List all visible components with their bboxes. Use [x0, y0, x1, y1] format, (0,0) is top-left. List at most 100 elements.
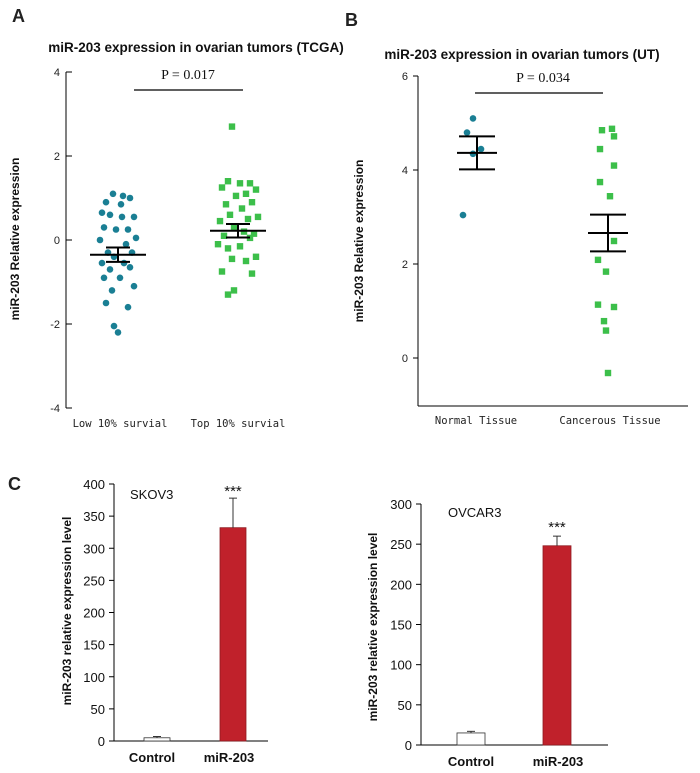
- ytick-label: 100: [390, 658, 412, 673]
- chart-a-ytick-label: 2: [54, 151, 60, 163]
- data-point: [610, 162, 618, 169]
- chart-c1-y-ticks: 0 50 100 150 200 250 300 350 400: [83, 477, 114, 749]
- panel-label-a: A: [12, 6, 25, 26]
- data-point: [602, 268, 610, 275]
- data-point: [610, 133, 618, 140]
- ytick-label: 200: [390, 577, 412, 592]
- data-point: [224, 178, 232, 185]
- data-point: [232, 192, 240, 200]
- panel-c-left: miR-203 relative expression level SKOV3 …: [60, 477, 268, 765]
- panel-c-right: miR-203 relative expression level OVCAR3…: [366, 497, 608, 769]
- data-point: [252, 186, 260, 193]
- data-point: [124, 226, 132, 233]
- data-point: [228, 123, 236, 130]
- bar: [542, 545, 572, 746]
- chart-b-ytick-label: 4: [402, 165, 408, 177]
- data-point: [100, 224, 108, 231]
- data-point: [594, 301, 602, 308]
- data-point: [600, 317, 608, 325]
- data-point: [244, 215, 252, 223]
- data-point: [120, 259, 128, 267]
- chart-c2-bars: ***: [456, 519, 572, 746]
- data-point: [469, 115, 477, 122]
- data-point: [238, 205, 246, 212]
- chart-b-ytick-label: 2: [402, 259, 408, 271]
- data-point: [228, 255, 236, 263]
- chart-b-ytick-label: 6: [402, 71, 408, 83]
- chart-a-ytick-label: -2: [50, 319, 60, 331]
- data-point: [112, 226, 120, 233]
- chart-a-xtick-label: Top 10% survial: [191, 418, 286, 430]
- chart-b-xtick-label: Cancerous Tissue: [559, 415, 660, 427]
- data-point: [459, 211, 467, 219]
- chart-b-points: [457, 115, 628, 377]
- data-point: [230, 224, 238, 231]
- ytick-label: 300: [390, 497, 412, 512]
- data-point: [252, 253, 260, 260]
- data-point: [109, 190, 117, 198]
- data-point: [106, 211, 114, 219]
- data-point: [236, 243, 244, 250]
- data-point: [102, 198, 110, 206]
- panel-label-c: C: [8, 474, 21, 494]
- chart-a-xtick-label: Low 10% survial: [73, 418, 168, 430]
- chart-a-points: [90, 123, 266, 336]
- data-point: [610, 303, 618, 311]
- chart-b-ylabel: miR-203 Relative expression: [352, 160, 366, 323]
- data-point: [242, 257, 250, 265]
- ytick-label: 350: [83, 509, 105, 524]
- data-point: [594, 256, 602, 264]
- ytick-label: 250: [83, 573, 105, 588]
- ytick-label: 400: [83, 477, 105, 492]
- data-point: [236, 180, 244, 187]
- data-point: [132, 234, 140, 242]
- chart-b-xtick-label: Normal Tissue: [435, 415, 517, 427]
- data-point: [114, 329, 122, 336]
- data-point: [598, 127, 606, 134]
- data-point: [116, 274, 124, 282]
- data-point: [130, 213, 138, 221]
- chart-b-pvalue: P = 0.034: [516, 71, 570, 86]
- bar: [143, 737, 171, 742]
- chart-c2-xtick-label: Control: [448, 754, 494, 769]
- data-point: [117, 201, 125, 208]
- chart-a-ytick-label: -4: [50, 403, 60, 415]
- ytick-label: 50: [398, 698, 412, 713]
- data-point: [126, 194, 134, 202]
- chart-a-ylabel: miR-203 Relative expression: [8, 158, 22, 321]
- data-point: [226, 211, 234, 218]
- chart-a-ytick-label: 0: [54, 235, 60, 247]
- ytick-label: 200: [83, 606, 105, 621]
- data-point: [224, 291, 232, 298]
- data-point: [608, 125, 616, 132]
- data-point: [463, 129, 471, 136]
- data-point: [100, 274, 108, 282]
- chart-c1-xtick-label: miR-203: [204, 750, 255, 765]
- ytick-label: 250: [390, 537, 412, 552]
- data-point: [606, 193, 614, 200]
- data-point: [224, 245, 232, 252]
- chart-b-title: miR-203 expression in ovarian tumors (UT…: [384, 47, 659, 62]
- ytick-label: 50: [91, 702, 105, 717]
- significance-stars: ***: [224, 483, 242, 500]
- data-point: [610, 237, 618, 245]
- data-point: [118, 213, 126, 221]
- chart-a-title: miR-203 expression in ovarian tumors (TC…: [48, 40, 344, 55]
- chart-c2-ylabel: miR-203 relative expression level: [366, 533, 380, 722]
- data-point: [218, 268, 226, 275]
- panel-a: A miR-203 expression in ovarian tumors (…: [8, 6, 344, 430]
- data-point: [220, 232, 228, 239]
- data-point: [106, 266, 114, 273]
- data-point: [216, 217, 224, 225]
- significance-stars: ***: [548, 519, 566, 536]
- data-point: [596, 145, 604, 153]
- chart-a-ytick-label: 4: [54, 67, 60, 79]
- chart-c1-bars: ***: [143, 483, 247, 742]
- data-point: [96, 236, 104, 244]
- ytick-label: 150: [390, 618, 412, 633]
- ytick-label: 100: [83, 670, 105, 685]
- ytick-label: 0: [98, 734, 105, 749]
- ytick-label: 300: [83, 541, 105, 556]
- panel-b: B miR-203 expression in ovarian tumors (…: [345, 10, 688, 427]
